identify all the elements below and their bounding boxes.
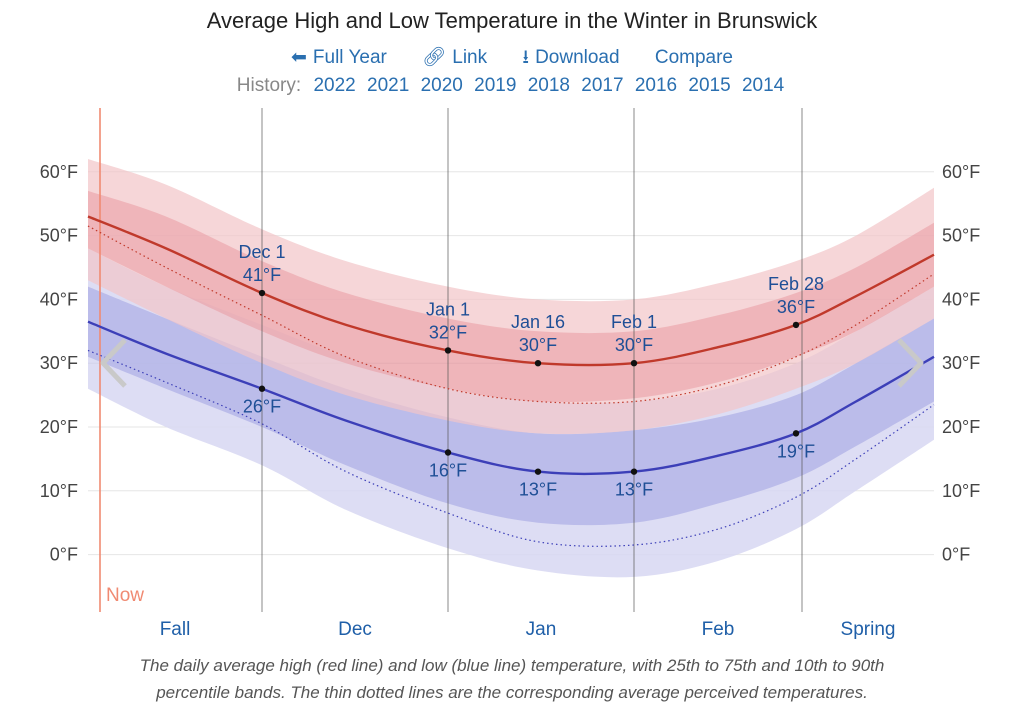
low-temperature-line bbox=[87, 320, 935, 476]
annotation-date-label: Jan 16 bbox=[511, 312, 565, 332]
download-icon: ⭳ bbox=[522, 47, 530, 68]
annotation-value-label: 13°F bbox=[519, 480, 557, 500]
history-year-link[interactable]: 2017 bbox=[581, 75, 624, 96]
chart-caption: The daily average high (red line) and lo… bbox=[30, 652, 994, 706]
x-section-label: Fall bbox=[160, 619, 191, 640]
y-tick-label-left: 40°F bbox=[40, 289, 78, 309]
x-section-label: Spring bbox=[841, 619, 896, 640]
annotation-dot bbox=[258, 385, 266, 392]
history-bar: History: 2022 2021 2020 2019 2018 2017 2… bbox=[0, 75, 1024, 97]
y-tick-label-left: 20°F bbox=[40, 417, 78, 437]
annotation-dot bbox=[444, 347, 452, 354]
annotation-dot bbox=[444, 449, 452, 456]
annotation-value-label: 26°F bbox=[243, 397, 281, 417]
previous-season-arrow-icon[interactable] bbox=[97, 336, 131, 390]
low-band-25-75 bbox=[88, 286, 934, 526]
y-tick-label-left: 10°F bbox=[40, 481, 78, 501]
history-year-link[interactable]: 2019 bbox=[474, 75, 517, 96]
annotation-dot bbox=[534, 359, 542, 367]
annotation-value-label: 30°F bbox=[519, 335, 557, 355]
annotation-value-label: 16°F bbox=[429, 461, 467, 481]
annotation-dot bbox=[630, 359, 638, 367]
annotation-value-label: 19°F bbox=[777, 441, 815, 461]
chain-link-icon: 🔗︎ bbox=[422, 47, 447, 68]
compare-label: Compare bbox=[654, 47, 733, 68]
annotation-date-label: Feb 1 bbox=[611, 312, 657, 332]
x-section-label: Dec bbox=[338, 619, 372, 640]
link-link[interactable]: 🔗︎ Link bbox=[422, 47, 487, 68]
y-tick-label-right: 30°F bbox=[942, 353, 980, 373]
y-tick-label-left: 30°F bbox=[40, 353, 78, 373]
arrow-left-icon: ⬅ bbox=[290, 47, 307, 68]
caption-line-2: percentile bands. The thin dotted lines … bbox=[156, 683, 868, 702]
x-section-label: Jan bbox=[526, 619, 557, 640]
annotation-value-label: 41°F bbox=[243, 265, 281, 285]
chart-title: Average High and Low Temperature in the … bbox=[206, 8, 818, 33]
high-temperature-line bbox=[87, 215, 935, 367]
annotation-dot bbox=[258, 289, 266, 297]
y-tick-label-right: 40°F bbox=[942, 289, 980, 309]
history-year-link[interactable]: 2022 bbox=[313, 75, 356, 96]
y-tick-label-left: 0°F bbox=[50, 545, 78, 565]
download-label: Download bbox=[535, 47, 620, 68]
annotation-value-label: 32°F bbox=[429, 322, 467, 342]
history-label: History: bbox=[236, 75, 302, 96]
annotation-dot bbox=[534, 468, 542, 475]
now-label: Now bbox=[106, 585, 144, 606]
chart-nav: ⬅ Full Year 🔗︎ Link ⭳ Download Compare bbox=[0, 43, 1024, 75]
y-tick-label-right: 20°F bbox=[942, 417, 980, 437]
y-tick-label-left: 60°F bbox=[40, 162, 78, 182]
full-year-link[interactable]: ⬅ Full Year bbox=[291, 47, 387, 68]
history-year-link[interactable]: 2015 bbox=[688, 75, 731, 96]
y-tick-label-right: 0°F bbox=[942, 545, 970, 565]
history-year-link[interactable]: 2021 bbox=[367, 75, 410, 96]
y-tick-label-right: 10°F bbox=[942, 481, 980, 501]
annotation-date-label: Dec 1 bbox=[238, 242, 285, 262]
y-tick-label-right: 50°F bbox=[942, 226, 980, 246]
temperature-chart: 0°F 0°F 10°F 10°F 20°F 20°F 30°F 30°F 40°F 40°F 50… bbox=[40, 108, 980, 640]
high-feels-like-line bbox=[87, 225, 935, 404]
history-year-link[interactable]: 2018 bbox=[527, 75, 570, 96]
annotation-dot bbox=[792, 321, 800, 329]
history-year-link[interactable]: 2016 bbox=[634, 75, 678, 96]
annotation-value-label: 30°F bbox=[615, 335, 653, 355]
annotation-value-label: 36°F bbox=[777, 297, 815, 317]
annotation-date-label: Feb 28 bbox=[768, 274, 824, 294]
download-link[interactable]: ⭳ Download bbox=[522, 47, 619, 68]
annotation-value-label: 13°F bbox=[615, 480, 653, 500]
annotation-dot bbox=[630, 468, 638, 475]
x-section-label: Feb bbox=[702, 619, 735, 640]
y-tick-label-left: 50°F bbox=[40, 226, 78, 246]
annotation-dot bbox=[792, 430, 800, 437]
history-year-link[interactable]: 2014 bbox=[741, 75, 785, 96]
full-year-label: Full Year bbox=[312, 47, 387, 68]
high-band-25-75 bbox=[88, 190, 934, 403]
annotation-date-label: Jan 1 bbox=[426, 299, 470, 319]
y-tick-label-right: 60°F bbox=[942, 162, 980, 182]
history-year-link[interactable]: 2020 bbox=[420, 75, 463, 96]
link-label: Link bbox=[452, 47, 488, 68]
next-season-arrow-icon[interactable] bbox=[893, 336, 927, 390]
caption-line-1: The daily average high (red line) and lo… bbox=[139, 656, 885, 675]
compare-link[interactable]: Compare bbox=[655, 47, 733, 68]
